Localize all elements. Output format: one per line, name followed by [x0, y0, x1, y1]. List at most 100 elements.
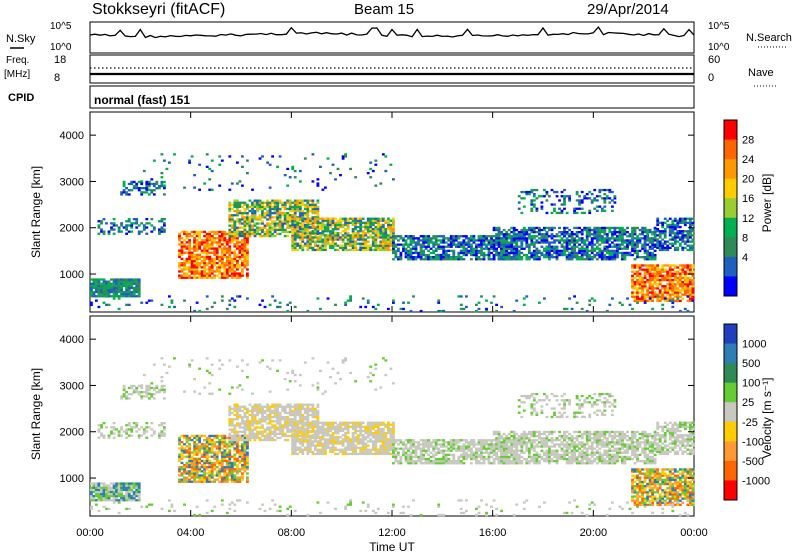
power-cell — [185, 259, 189, 263]
power-cell — [271, 295, 275, 298]
power-cell — [228, 228, 232, 231]
velocity-cell — [137, 428, 141, 431]
power-cell — [402, 307, 405, 311]
power-cell — [668, 270, 672, 273]
velocity-cell — [135, 488, 139, 491]
colorbar-swatch — [724, 159, 737, 180]
velocity-cell — [243, 459, 247, 463]
power-cell — [321, 238, 325, 241]
power-cell — [653, 258, 657, 261]
power-cell — [575, 245, 579, 248]
power-cell — [135, 226, 139, 229]
power-cell — [241, 212, 244, 215]
velocity-cell — [253, 420, 257, 423]
velocity-cell — [205, 476, 209, 479]
power-cell — [555, 245, 559, 248]
velocity-cell — [218, 459, 222, 463]
velocity-cell — [248, 422, 252, 425]
power-cell — [538, 195, 541, 198]
power-cell — [560, 239, 564, 242]
velocity-cell — [183, 478, 186, 481]
velocity-cell — [193, 441, 197, 444]
power-cell — [689, 228, 692, 231]
power-cell — [563, 239, 566, 242]
power-cell — [243, 255, 247, 259]
power-cell — [303, 199, 307, 202]
velocity-cell — [125, 499, 129, 502]
power-cell — [298, 242, 302, 245]
power-cell — [676, 281, 680, 284]
velocity-cell — [132, 494, 136, 498]
power-cell — [346, 238, 350, 241]
power-cell — [331, 219, 335, 222]
velocity-cell — [236, 413, 239, 417]
power-cell — [475, 309, 478, 313]
power-cell — [676, 270, 680, 273]
power-cell — [298, 203, 302, 206]
power-cell — [532, 226, 536, 230]
power-cell — [605, 247, 609, 250]
power-cell — [590, 228, 594, 232]
power-cell — [238, 276, 242, 279]
velocity-cell — [223, 449, 227, 452]
power-cell — [344, 223, 348, 227]
velocity-cell — [236, 438, 239, 442]
power-cell — [444, 241, 448, 244]
power-cell — [603, 256, 607, 259]
power-cell — [366, 228, 370, 231]
power-cell — [137, 295, 141, 298]
power-cell — [301, 214, 305, 217]
power-cell — [349, 217, 353, 220]
velocity-cell — [213, 453, 217, 456]
power-cell — [646, 251, 650, 255]
power-cell — [185, 230, 189, 234]
power-cell — [480, 235, 483, 238]
power-cell — [419, 239, 423, 242]
power-cell — [173, 153, 176, 156]
power-cell — [656, 276, 660, 280]
velocity-cell — [223, 443, 227, 446]
power-cell — [314, 212, 317, 215]
velocity-cell — [132, 490, 136, 494]
power-cell — [560, 190, 564, 194]
velocity-cell — [100, 432, 103, 435]
power-cell — [543, 233, 546, 236]
power-cell — [563, 197, 566, 200]
power-cell — [392, 242, 395, 245]
power-cell — [278, 218, 282, 221]
power-cell — [303, 244, 307, 247]
power-cell — [95, 278, 98, 281]
power-cell — [532, 253, 536, 257]
power-cell — [346, 244, 350, 247]
power-cell — [588, 231, 592, 234]
power-cell — [590, 251, 594, 255]
power-cell — [319, 307, 322, 311]
power-cell — [326, 223, 330, 227]
power-cell — [303, 242, 307, 245]
power-cell — [316, 228, 320, 231]
power-cell — [452, 237, 456, 240]
power-cell — [361, 248, 365, 252]
power-cell — [359, 223, 363, 227]
power-cell — [520, 211, 524, 215]
power-cell — [251, 205, 254, 209]
power-cell — [132, 280, 136, 283]
power-cell — [535, 249, 539, 252]
power-cell — [643, 293, 647, 296]
power-cell — [220, 262, 224, 265]
power-cell — [379, 242, 383, 245]
power-cell — [261, 203, 264, 206]
power-cell — [125, 295, 129, 298]
power-cell — [145, 182, 149, 186]
power-cell — [643, 276, 647, 280]
power-cell — [228, 253, 232, 256]
power-cell — [369, 221, 373, 224]
power-cell — [286, 309, 290, 313]
power-cell — [205, 262, 209, 265]
velocity-cell — [193, 451, 197, 454]
power-cell — [379, 248, 383, 252]
power-cell — [306, 236, 310, 239]
power-cell — [147, 299, 151, 302]
power-cell — [208, 234, 212, 238]
velocity-cell — [135, 492, 139, 496]
